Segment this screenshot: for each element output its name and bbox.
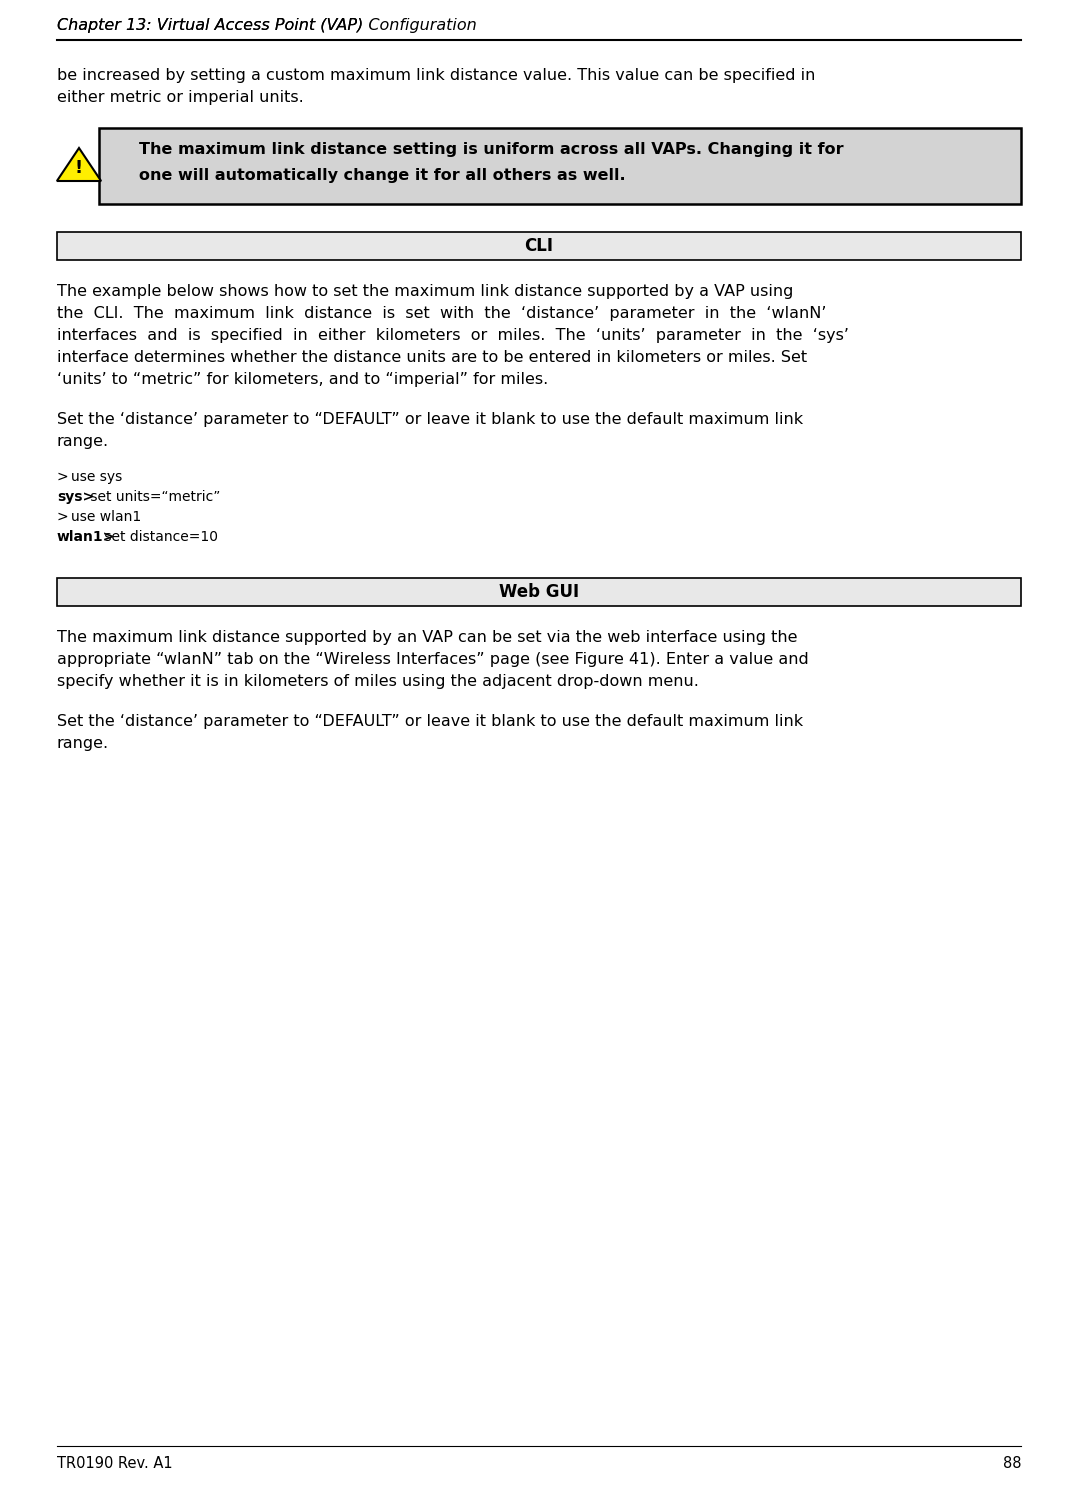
Text: the  CLI.  The  maximum  link  distance  is  set  with  the  ‘distance’  paramet: the CLI. The maximum link distance is se… bbox=[57, 306, 827, 321]
Text: one will automatically change it for all others as well.: one will automatically change it for all… bbox=[139, 169, 625, 184]
Text: appropriate “wlanN” tab on the “Wireless Interfaces” page (see Figure 41). Enter: appropriate “wlanN” tab on the “Wireless… bbox=[57, 652, 808, 667]
Text: CLI: CLI bbox=[525, 237, 553, 255]
Text: sys>: sys> bbox=[57, 489, 94, 504]
Text: The maximum link distance supported by an VAP can be set via the web interface u: The maximum link distance supported by a… bbox=[57, 630, 798, 645]
Text: The maximum link distance setting is uniform across all VAPs. Changing it for: The maximum link distance setting is uni… bbox=[139, 142, 844, 157]
Text: set distance=10: set distance=10 bbox=[100, 530, 218, 545]
Text: ‘units’ to “metric” for kilometers, and to “imperial” for miles.: ‘units’ to “metric” for kilometers, and … bbox=[57, 372, 549, 386]
Text: Web GUI: Web GUI bbox=[499, 583, 579, 601]
Text: either metric or imperial units.: either metric or imperial units. bbox=[57, 90, 304, 104]
Text: Chapter 13: Virtual Access Point (VAP): Chapter 13: Virtual Access Point (VAP) bbox=[57, 18, 369, 33]
Text: The example below shows how to set the maximum link distance supported by a VAP : The example below shows how to set the m… bbox=[57, 283, 793, 298]
Text: Chapter 13: Virtual Access Point (VAP) Configuration: Chapter 13: Virtual Access Point (VAP) C… bbox=[57, 18, 476, 33]
Text: use sys: use sys bbox=[71, 470, 123, 483]
FancyBboxPatch shape bbox=[57, 577, 1021, 606]
Text: >: > bbox=[57, 470, 73, 483]
FancyBboxPatch shape bbox=[99, 128, 1021, 204]
Text: set units=“metric”: set units=“metric” bbox=[86, 489, 220, 504]
FancyBboxPatch shape bbox=[57, 231, 1021, 260]
Polygon shape bbox=[57, 148, 101, 181]
Text: >: > bbox=[57, 510, 73, 524]
Text: Set the ‘distance’ parameter to “DEFAULT” or leave it blank to use the default m: Set the ‘distance’ parameter to “DEFAULT… bbox=[57, 412, 803, 427]
Text: 88: 88 bbox=[1003, 1456, 1021, 1471]
Text: !: ! bbox=[75, 160, 83, 178]
Text: interfaces  and  is  specified  in  either  kilometers  or  miles.  The  ‘units’: interfaces and is specified in either ki… bbox=[57, 328, 848, 343]
Text: specify whether it is in kilometers of miles using the adjacent drop-down menu.: specify whether it is in kilometers of m… bbox=[57, 674, 699, 689]
Text: range.: range. bbox=[57, 434, 109, 449]
Text: interface determines whether the distance units are to be entered in kilometers : interface determines whether the distanc… bbox=[57, 351, 807, 366]
Text: wlan1>: wlan1> bbox=[57, 530, 115, 545]
Text: use wlan1: use wlan1 bbox=[71, 510, 141, 524]
Text: TR0190 Rev. A1: TR0190 Rev. A1 bbox=[57, 1456, 172, 1471]
Text: be increased by setting a custom maximum link distance value. This value can be : be increased by setting a custom maximum… bbox=[57, 69, 815, 84]
Text: range.: range. bbox=[57, 736, 109, 750]
Text: Set the ‘distance’ parameter to “DEFAULT” or leave it blank to use the default m: Set the ‘distance’ parameter to “DEFAULT… bbox=[57, 715, 803, 730]
